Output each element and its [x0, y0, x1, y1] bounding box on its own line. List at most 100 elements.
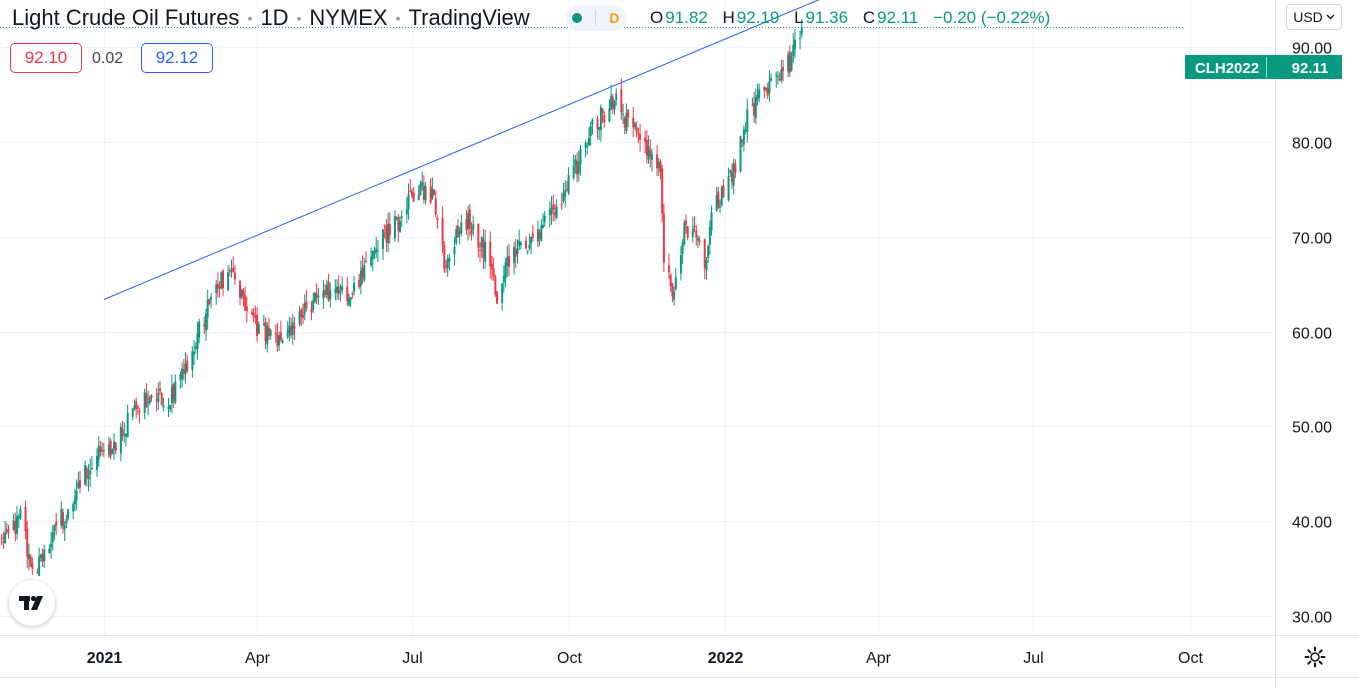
candle-body	[170, 386, 173, 404]
candle-body	[519, 242, 522, 245]
candle-body	[446, 258, 449, 268]
candle-body	[477, 223, 480, 248]
candle-body	[625, 113, 628, 131]
candle-body	[119, 427, 122, 454]
candle-body	[421, 181, 424, 186]
candle-body	[644, 137, 647, 142]
candle-body	[507, 256, 510, 267]
candle-body	[793, 39, 796, 50]
candle-body	[293, 326, 296, 329]
candle-body	[727, 176, 730, 201]
candle-body	[218, 286, 221, 289]
tradingview-logo[interactable]	[9, 580, 55, 626]
chart-title[interactable]: Light Crude Oil Futures • 1D • NYMEX • T…	[12, 5, 530, 30]
candle-body	[38, 556, 41, 576]
candle-body	[51, 531, 54, 543]
candle-body	[204, 313, 207, 331]
candle-body	[196, 333, 199, 350]
candle-body	[496, 291, 499, 304]
candle-body	[336, 286, 339, 293]
candle-body	[681, 242, 684, 255]
candle-body	[387, 223, 390, 244]
candle-body	[363, 264, 366, 281]
candle-body	[244, 295, 247, 311]
candle-body	[613, 101, 616, 110]
candle-body	[208, 298, 211, 304]
candle-body	[135, 401, 138, 410]
candle-body	[203, 324, 206, 327]
candle-body	[346, 286, 349, 302]
interval[interactable]: 1D	[260, 5, 289, 30]
candle-body	[467, 213, 470, 229]
candle-body	[124, 433, 127, 437]
candle-body	[525, 240, 528, 249]
candle-body	[552, 204, 555, 210]
candle-body	[518, 240, 521, 247]
currency-label: USD	[1293, 9, 1323, 25]
candle-body	[7, 529, 10, 532]
candle-body	[516, 248, 519, 255]
chevron-down-icon	[1326, 14, 1335, 20]
candle-body	[75, 490, 78, 500]
candle-body	[194, 346, 197, 349]
candle-body	[637, 133, 640, 135]
candle-body	[329, 289, 332, 300]
high-value: 92.19	[736, 8, 780, 27]
candle-body	[567, 175, 570, 194]
candle-body	[647, 146, 650, 160]
candle-body	[221, 270, 224, 288]
candle-body	[36, 572, 39, 574]
candle-body	[148, 397, 151, 404]
candle-body	[206, 299, 209, 318]
candle-body	[230, 271, 233, 273]
candle-body	[73, 498, 76, 505]
candle-body	[364, 260, 367, 262]
candle-body	[48, 548, 51, 554]
candle-body	[635, 127, 638, 133]
candle-body	[113, 441, 116, 450]
candle-body	[77, 482, 80, 489]
candle-body	[734, 164, 737, 173]
close-value: 92.11	[877, 8, 919, 27]
candle-body	[101, 450, 104, 452]
candle-body	[756, 95, 759, 100]
candle-body	[193, 351, 196, 355]
candle-body	[12, 520, 15, 530]
candle-body	[2, 541, 5, 543]
candle-body	[720, 187, 723, 206]
candle-body	[239, 281, 242, 298]
buy-button[interactable]: 92.12	[141, 43, 213, 73]
candle-body	[305, 301, 308, 308]
candle-body	[667, 265, 670, 273]
market-status[interactable]: D	[566, 5, 626, 31]
candle-body	[262, 324, 265, 326]
sell-button[interactable]: 92.10	[10, 43, 82, 73]
candlestick-series	[0, 18, 803, 577]
gear-icon[interactable]	[1303, 645, 1327, 669]
candle-body	[780, 69, 783, 81]
candle-body	[620, 89, 623, 113]
candle-body	[587, 137, 590, 146]
candle-body	[353, 282, 356, 292]
currency-select[interactable]: USD	[1286, 4, 1342, 30]
candle-body	[4, 532, 7, 544]
candle-body	[715, 195, 718, 211]
candle-body	[698, 240, 701, 242]
candle-body	[671, 282, 674, 297]
candle-body	[441, 217, 444, 245]
candle-body	[632, 117, 635, 128]
candle-body	[107, 444, 110, 455]
candle-body	[198, 321, 201, 338]
candle-body	[719, 206, 722, 208]
candle-body	[397, 217, 400, 231]
chart-grid	[0, 0, 1275, 635]
time-tick-label: Oct	[1178, 650, 1203, 667]
candle-body	[63, 525, 66, 530]
candle-body	[480, 237, 483, 248]
tradingview-logo-icon	[19, 595, 43, 610]
candle-body	[53, 524, 56, 531]
candle-body	[536, 229, 539, 242]
candle-body	[276, 334, 279, 347]
candle-body	[351, 293, 354, 295]
